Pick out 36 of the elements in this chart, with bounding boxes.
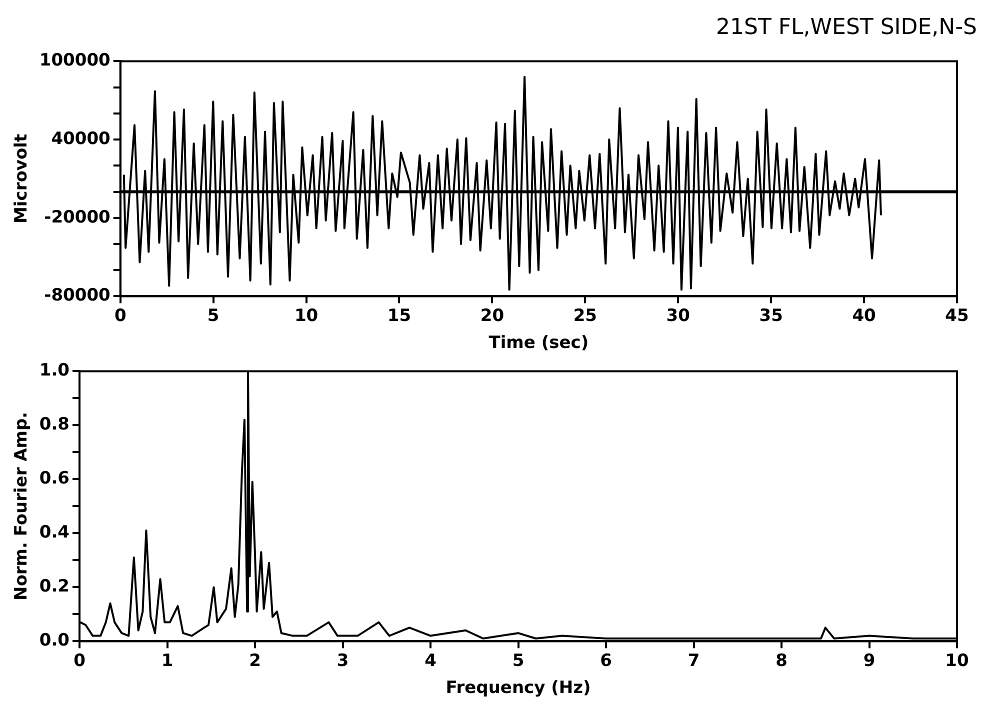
y-tick-label: 0.2	[39, 576, 70, 597]
x-tick-label: 40	[852, 306, 876, 326]
x-tick-label: 25	[573, 306, 597, 326]
x-tick-label: 15	[387, 306, 412, 326]
y-axis-title: Norm. Fourier Amp.	[12, 412, 32, 601]
y-tick-label: -20000	[44, 207, 111, 228]
y-tick-label: 0.0	[39, 630, 70, 651]
x-tick-label: 1	[161, 650, 174, 671]
y-tick-label: 0.8	[39, 414, 70, 435]
y-tick-label: 40000	[51, 128, 111, 149]
y-tick-label: 100000	[39, 50, 111, 71]
y-axis-title: Microvolt	[12, 134, 32, 224]
y-tick-label: 1.0	[39, 360, 70, 381]
x-tick-label: 0	[114, 306, 126, 326]
x-axis-title: Time (sec)	[488, 333, 589, 354]
x-tick-label: 9	[863, 650, 876, 671]
x-tick-label: 3	[336, 650, 349, 671]
x-tick-label: 45	[945, 306, 969, 326]
x-tick-label: 5	[207, 306, 220, 326]
x-tick-label: 5	[512, 650, 524, 671]
x-axis-title: Frequency (Hz)	[446, 678, 591, 698]
y-tick-label: -80000	[44, 286, 111, 306]
y-tick-label: 0.6	[39, 468, 70, 489]
x-tick-label: 7	[688, 650, 700, 671]
x-tick-label: 8	[776, 650, 788, 671]
x-tick-label: 2	[249, 650, 261, 671]
chart-title: 21ST FL,WEST SIDE,N-S	[715, 14, 978, 42]
y-tick-label: 0.4	[39, 522, 70, 543]
x-tick-label: 4	[424, 650, 437, 671]
x-tick-label: 30	[666, 306, 690, 326]
x-tick-label: 35	[759, 306, 783, 326]
x-tick-label: 10	[945, 650, 969, 671]
x-tick-label: 0	[74, 650, 86, 671]
x-tick-label: 10	[294, 306, 318, 326]
x-tick-label: 20	[480, 306, 504, 326]
x-tick-label: 6	[600, 650, 612, 671]
